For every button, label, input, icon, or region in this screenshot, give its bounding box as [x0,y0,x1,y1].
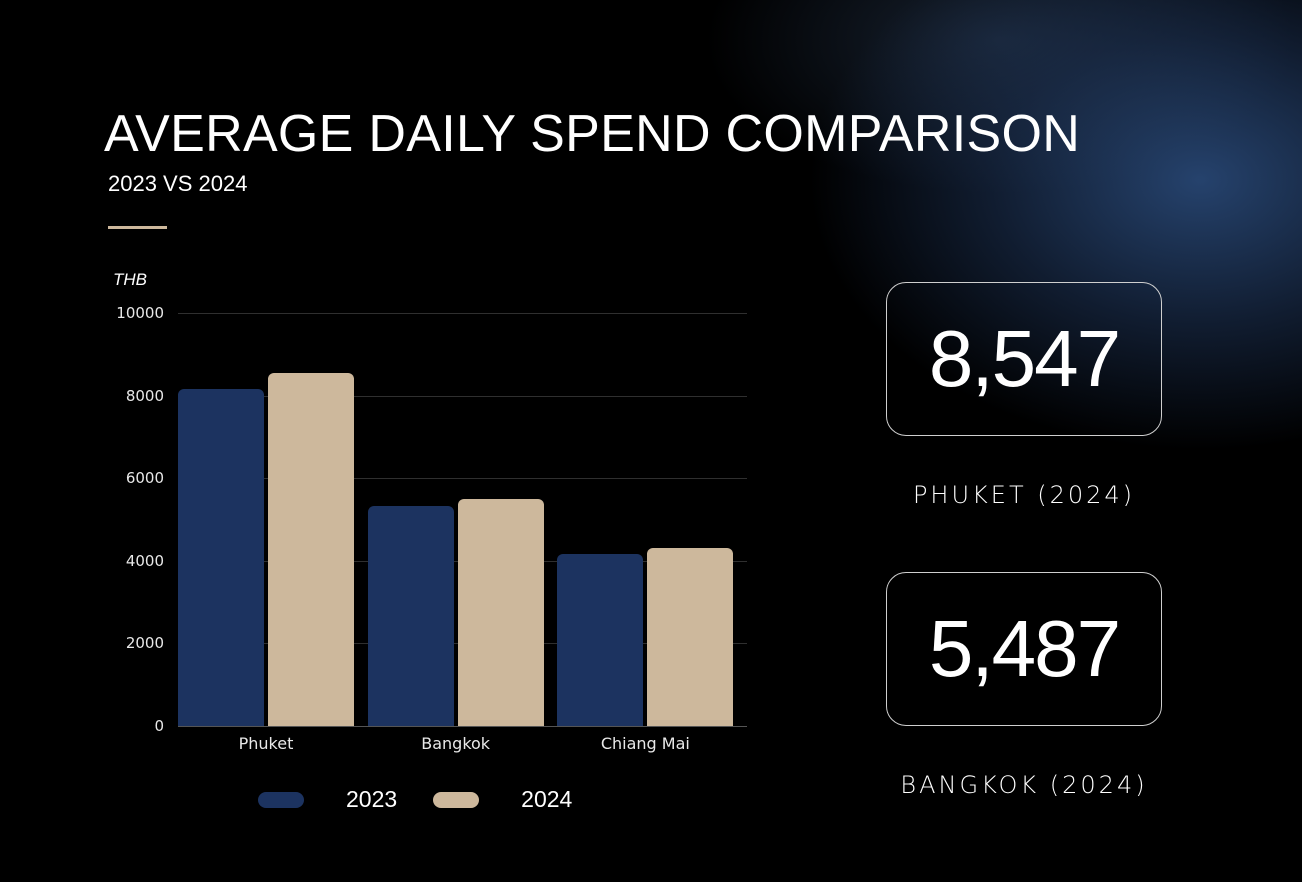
gridline [178,395,747,397]
page-title: AVERAGE DAILY SPEND COMPARISON [104,105,1081,163]
legend-swatch [258,791,304,808]
y-tick-label: 0 [154,717,164,735]
accent-divider [108,226,167,229]
bar-bangkok-2023 [367,505,454,726]
legend-item-2024: 2024 [433,786,572,813]
legend-swatch [433,791,480,808]
page-subtitle: 2023 VS 2024 [108,171,248,196]
bar-phuket-2023 [178,389,264,726]
bar-chart-plot-area [178,313,747,727]
y-tick-label: 8000 [125,386,164,405]
bar-chiang-mai-2023 [557,553,644,726]
stat-value-bangkok: 5,487 [928,604,1121,693]
bar-phuket-2024 [268,373,354,726]
stat-value-phuket: 8,547 [928,314,1121,403]
x-tick-label: Phuket [238,734,294,753]
legend-item-2023: 2023 [258,786,397,813]
chart-legend: 2023 2024 [258,786,608,813]
bar-bangkok-2024 [457,499,544,726]
y-tick-label: 10000 [116,304,164,322]
y-axis-unit-label: THB [113,270,147,289]
bar-chiang-mai-2024 [647,548,734,726]
legend-label: 2023 [346,786,398,812]
stat-card-bangkok: 5,487 [886,572,1162,726]
gridline [178,726,747,727]
legend-label: 2024 [521,786,573,812]
gridline [178,478,747,480]
x-tick-label: Bangkok [421,734,491,753]
y-tick-label: 2000 [125,634,164,653]
stat-card-phuket: 8,547 [886,282,1162,436]
x-tick-label: Chiang Mai [600,734,690,753]
stat-label-bangkok: BANGKOK (2024) [900,771,1148,799]
y-tick-label: 6000 [125,469,164,488]
gridline [178,313,747,314]
stat-label-phuket: PHUKET (2024) [912,481,1136,509]
y-tick-label: 4000 [125,551,164,570]
